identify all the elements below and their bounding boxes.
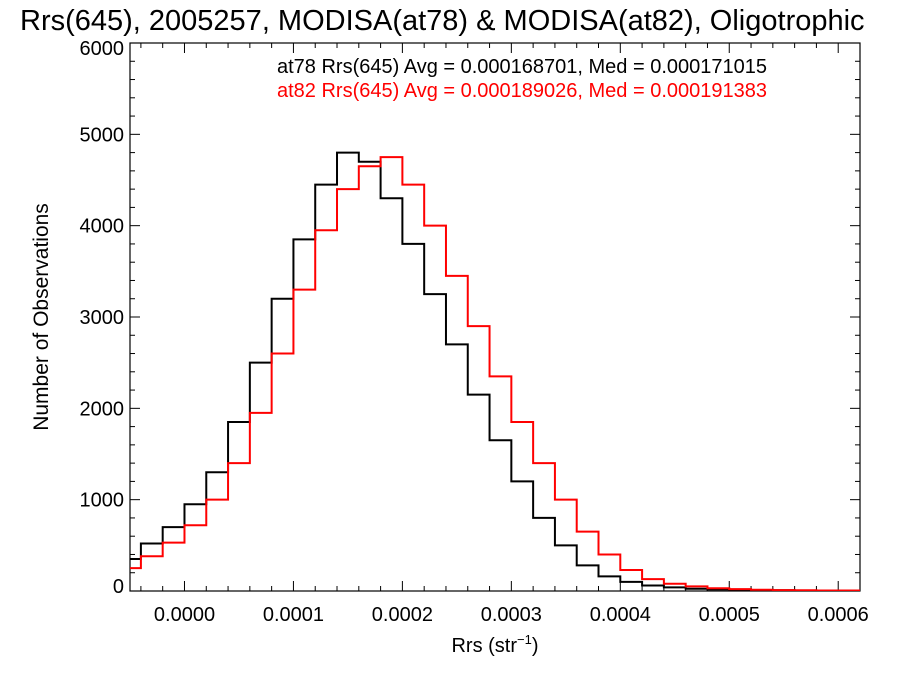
plot-area: 0.0000 0.0001 0.0002 0.0003 0.0004 0.0005 0.00… bbox=[80, 38, 869, 626]
series-line-at82 bbox=[130, 156, 860, 591]
y-axis-label: Number of Observations bbox=[30, 203, 53, 431]
x-axis-label-sup: −1 bbox=[517, 632, 532, 647]
y-tick-label: 3000 bbox=[80, 307, 125, 329]
x-tick-label: 0.0005 bbox=[699, 604, 760, 626]
x-axis-label-end: ) bbox=[532, 635, 539, 657]
y-tick-label: 1000 bbox=[80, 490, 125, 512]
x-tick-label: 0.0002 bbox=[372, 604, 433, 626]
y-tick-label: 5000 bbox=[80, 124, 125, 146]
y-axis: 0 1000 2000 3000 4000 5000 6000 bbox=[80, 38, 860, 598]
y-tick-label: 0 bbox=[113, 576, 124, 598]
x-tick-label: 0.0003 bbox=[481, 604, 542, 626]
x-tick-label: 0.0006 bbox=[808, 604, 869, 626]
x-axis: 0.0000 0.0001 0.0002 0.0003 0.0004 0.0005 0.00… bbox=[140, 43, 869, 626]
x-tick-label: 0.0004 bbox=[590, 604, 651, 626]
y-tick-label: 4000 bbox=[80, 216, 125, 238]
x-tick-label: 0.0001 bbox=[263, 604, 324, 626]
series-label-at78: at78 Rrs(645) Avg = 0.000168701, Med = 0… bbox=[277, 56, 767, 78]
x-axis-label-main: Rrs (str bbox=[451, 635, 517, 657]
y-tick-label: 2000 bbox=[80, 398, 125, 420]
y-tick-label: 6000 bbox=[80, 38, 125, 60]
x-tick-label: 0.0000 bbox=[154, 604, 215, 626]
x-axis-label: Rrs (str−1) bbox=[451, 632, 538, 657]
series-layer bbox=[130, 151, 860, 591]
series-label-at82: at82 Rrs(645) Avg = 0.000189026, Med = 0… bbox=[277, 80, 767, 102]
chart-title: Rrs(645), 2005257, MODISA(at78) & MODISA… bbox=[20, 5, 865, 37]
plot-frame bbox=[129, 42, 861, 592]
